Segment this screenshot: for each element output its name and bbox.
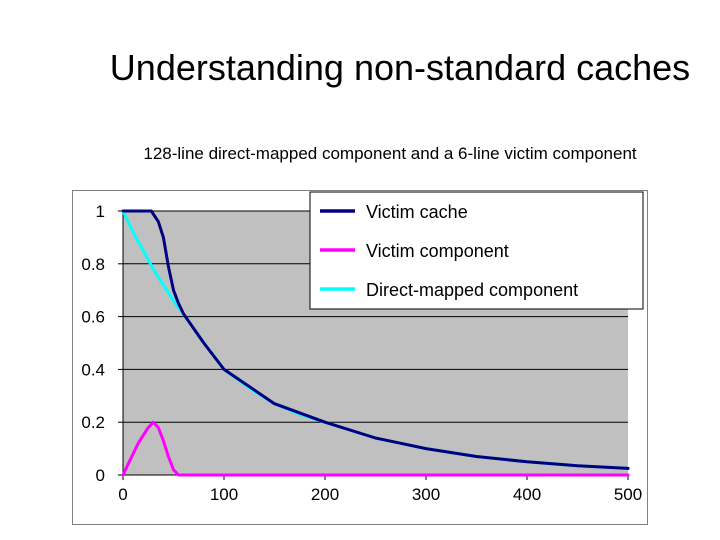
chart-container: 0 100 200 300 400 500 0 0.2 0.4 0.6 0.8 1 Victim ca… — [72, 190, 648, 525]
x-tick-label: 300 — [412, 485, 440, 504]
y-tick-label: 0 — [96, 466, 105, 485]
legend-label: Direct-mapped component — [366, 280, 578, 300]
y-tick-label: 0.8 — [81, 255, 105, 274]
line-chart: 0 100 200 300 400 500 0 0.2 0.4 0.6 0.8 1 Victim ca… — [72, 190, 648, 525]
x-tick-label: 200 — [311, 485, 339, 504]
tick-labels: 0 100 200 300 400 500 0 0.2 0.4 0.6 0.8 1 — [81, 202, 642, 504]
x-tick-label: 400 — [513, 485, 541, 504]
slide-title: Understanding non-standard caches — [109, 47, 691, 88]
y-tick-label: 1 — [96, 202, 105, 221]
x-tick-label: 500 — [614, 485, 642, 504]
series-line-victim-cache — [121, 209, 630, 470]
legend-box — [309, 191, 644, 310]
y-tick-label: 0.4 — [81, 360, 105, 379]
series-line-victim-component — [121, 420, 630, 477]
legend-label: Victim component — [366, 241, 509, 261]
y-tick-label: 0.6 — [81, 308, 105, 327]
x-tick-label: 100 — [210, 485, 238, 504]
x-tick-label: 0 — [118, 485, 127, 504]
y-tick-label: 0.2 — [81, 413, 105, 432]
legend: Victim cache Victim component Direct-mappe… — [309, 191, 644, 310]
legend-label: Victim cache — [366, 202, 468, 222]
series-lines — [121, 209, 630, 477]
slide-subtitle: 128-line direct-mapped component and a 6… — [143, 144, 637, 163]
